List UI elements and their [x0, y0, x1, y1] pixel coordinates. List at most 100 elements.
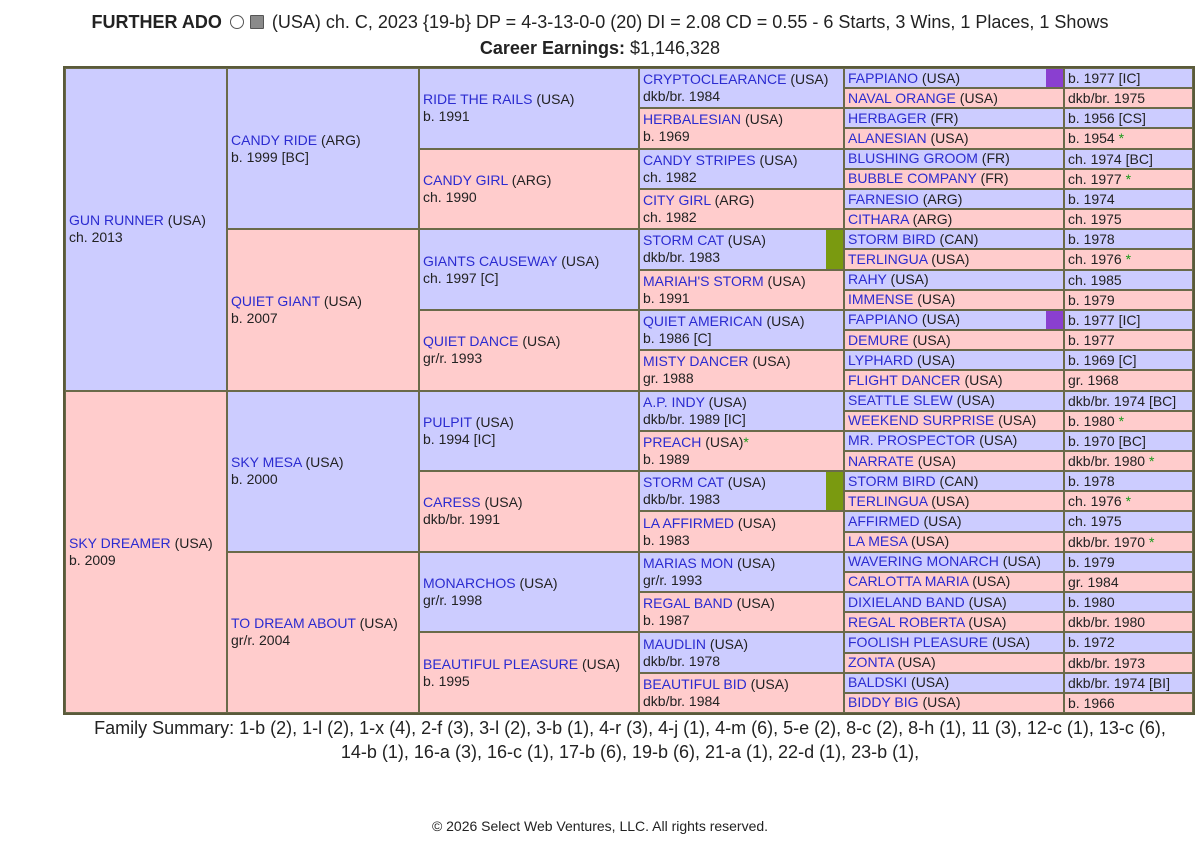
horse-name[interactable]: ALANESIAN	[848, 130, 927, 147]
horse-name[interactable]: REGAL ROBERTA	[848, 613, 965, 630]
horse-name[interactable]: STORM CAT	[643, 232, 724, 249]
horse-name-line: SKY DREAMER (USA)	[69, 535, 223, 552]
horse-name[interactable]: CRYPTOCLEARANCE	[643, 71, 787, 88]
horse-name[interactable]: SKY DREAMER	[69, 534, 171, 551]
horse-name[interactable]: REGAL BAND	[643, 595, 733, 612]
horse-cell: MAUDLIN (USA) dkb/br. 1978	[639, 632, 844, 673]
horse-name[interactable]: MONARCHOS	[423, 575, 516, 592]
year-cell: ch. 1975	[1064, 209, 1193, 230]
year-cell: ch. 1976 *	[1064, 249, 1193, 270]
year-cell: b. 1977 [IC]	[1064, 68, 1193, 89]
horse-name[interactable]: HERBAGER	[848, 109, 927, 126]
horse-name[interactable]: DEMURE	[848, 331, 909, 348]
horse-name[interactable]: PREACH	[643, 433, 702, 450]
horse-cell: HERBAGER (FR)	[844, 108, 1064, 129]
horse-name[interactable]: BALDSKI	[848, 674, 908, 691]
horse-name[interactable]: CARLOTTA MARIA	[848, 573, 969, 590]
horse-name[interactable]: STORM BIRD	[848, 230, 936, 247]
horse-name[interactable]: TERLINGUA	[848, 250, 928, 267]
horse-name[interactable]: MISTY DANCER	[643, 353, 749, 370]
horse-name[interactable]: GUN RUNNER	[69, 212, 164, 229]
horse-name[interactable]: MARIAH'S STORM	[643, 272, 764, 289]
horse-name[interactable]: GIANTS CAUSEWAY	[423, 252, 558, 269]
horse-name[interactable]: FLIGHT DANCER	[848, 371, 961, 388]
horse-name-line: SEATTLE SLEW (USA)	[848, 392, 1060, 409]
horse-name[interactable]: CANDY GIRL	[423, 171, 508, 188]
horse-cell: FARNESIO (ARG)	[844, 188, 1064, 210]
horse-name[interactable]: FAPPIANO	[848, 311, 919, 328]
horse-name[interactable]: WAVERING MONARCH	[848, 553, 999, 570]
horse-name[interactable]: A.P. INDY	[643, 393, 705, 410]
horse-name[interactable]: CITHARA	[848, 210, 909, 227]
horse-name[interactable]: IMMENSE	[848, 291, 914, 308]
horse-cell: QUIET GIANT (USA) b. 2007	[227, 229, 419, 391]
info-icon[interactable]	[229, 15, 244, 29]
horse-name[interactable]: SEATTLE SLEW	[848, 392, 953, 409]
horse-country: (USA)	[305, 454, 344, 471]
year-cell: b. 1980	[1064, 592, 1193, 613]
horse-name[interactable]: FOOLISH PLEASURE	[848, 633, 989, 650]
horse-name[interactable]: RAHY	[848, 271, 887, 288]
horse-name[interactable]: CITY GIRL	[643, 192, 711, 209]
horse-name[interactable]: TO DREAM ABOUT	[231, 615, 356, 632]
horse-name[interactable]: LA AFFIRMED	[643, 514, 735, 531]
horse-name[interactable]: CANDY RIDE	[231, 131, 318, 148]
horse-name[interactable]: RIDE THE RAILS	[423, 91, 533, 108]
horse-name[interactable]: STORM BIRD	[848, 472, 936, 489]
image-icon[interactable]	[249, 15, 264, 29]
horse-name[interactable]: NARRATE	[848, 452, 914, 469]
horse-name[interactable]: MARIAS MON	[643, 554, 734, 571]
horse-name[interactable]: MAUDLIN	[643, 635, 707, 652]
horse-name[interactable]: BLUSHING GROOM	[848, 150, 978, 167]
horse-name-line: TO DREAM ABOUT (USA)	[231, 615, 415, 632]
horse-country: (USA)	[536, 91, 575, 108]
horse-name[interactable]: FAPPIANO	[848, 69, 919, 86]
horse-name[interactable]: HERBALESIAN	[643, 111, 742, 128]
horse-name[interactable]: BUBBLE COMPANY	[848, 170, 977, 187]
horse-info: ch. 1976	[1068, 493, 1122, 510]
horse-name[interactable]: SKY MESA	[231, 454, 302, 471]
horse-name[interactable]: ZONTA	[848, 654, 894, 671]
horse-name[interactable]: DIXIELAND BAND	[848, 593, 965, 610]
horse-name-line: TERLINGUA (USA)	[848, 493, 1060, 510]
horse-details: (USA) ch. C, 2023 {19-b} DP = 4-3-13-0-0…	[271, 12, 1109, 32]
horse-name[interactable]: FARNESIO	[848, 190, 919, 207]
horse-name-line: STORM BIRD (CAN)	[848, 231, 1060, 248]
horse-info: ch. 1985	[1068, 271, 1122, 288]
horse-cell: WEEKEND SURPRISE (USA)	[844, 410, 1064, 431]
horse-info: b. 1979	[1068, 553, 1115, 570]
horse-info: b. 1977	[1068, 332, 1115, 349]
horse-name[interactable]: BEAUTIFUL PLEASURE	[423, 655, 579, 672]
horse-name[interactable]: QUIET AMERICAN	[643, 313, 763, 330]
horse-name[interactable]: QUIET GIANT	[231, 292, 320, 309]
horse-name[interactable]: TERLINGUA	[848, 492, 928, 509]
horse-country: (USA)	[790, 71, 829, 88]
horse-name[interactable]: NAVAL ORANGE	[848, 89, 956, 106]
year-cell: gr. 1984	[1064, 571, 1193, 593]
horse-cell: LYPHARD (USA)	[844, 350, 1064, 371]
horse-name[interactable]: LA MESA	[848, 533, 908, 550]
horse-cell: CRYPTOCLEARANCE (USA) dkb/br. 1984	[639, 68, 844, 109]
horse-cell: BALDSKI (USA)	[844, 672, 1064, 693]
year-cell: ch. 1977 *	[1064, 168, 1193, 189]
year-cell: b. 1974	[1064, 188, 1193, 210]
horse-cell: ZONTA (USA)	[844, 652, 1064, 673]
horse-cell: FAPPIANO (USA)	[844, 68, 1064, 89]
horse-country: (USA)	[323, 292, 362, 309]
horse-name[interactable]: BEAUTIFUL BID	[643, 675, 747, 692]
horse-name[interactable]: PULPIT	[423, 413, 472, 430]
horse-name[interactable]: WEEKEND SURPRISE	[848, 412, 995, 429]
horse-name[interactable]: MR. PROSPECTOR	[848, 432, 976, 449]
horse-name[interactable]: CARESS	[423, 494, 481, 511]
horse-country: (USA)	[917, 452, 956, 469]
horse-name[interactable]: CANDY STRIPES	[643, 151, 756, 168]
horse-name[interactable]: STORM CAT	[643, 474, 724, 491]
horse-name[interactable]: QUIET DANCE	[423, 333, 519, 350]
horse-name[interactable]: BIDDY BIG	[848, 694, 919, 711]
horse-name[interactable]: AFFIRMED	[848, 513, 920, 530]
horse-name-line: BEAUTIFUL PLEASURE (USA)	[423, 656, 635, 673]
horse-country: (USA)	[897, 654, 936, 671]
horse-name[interactable]: LYPHARD	[848, 351, 914, 368]
horse-name-line: MONARCHOS (USA)	[423, 575, 635, 592]
